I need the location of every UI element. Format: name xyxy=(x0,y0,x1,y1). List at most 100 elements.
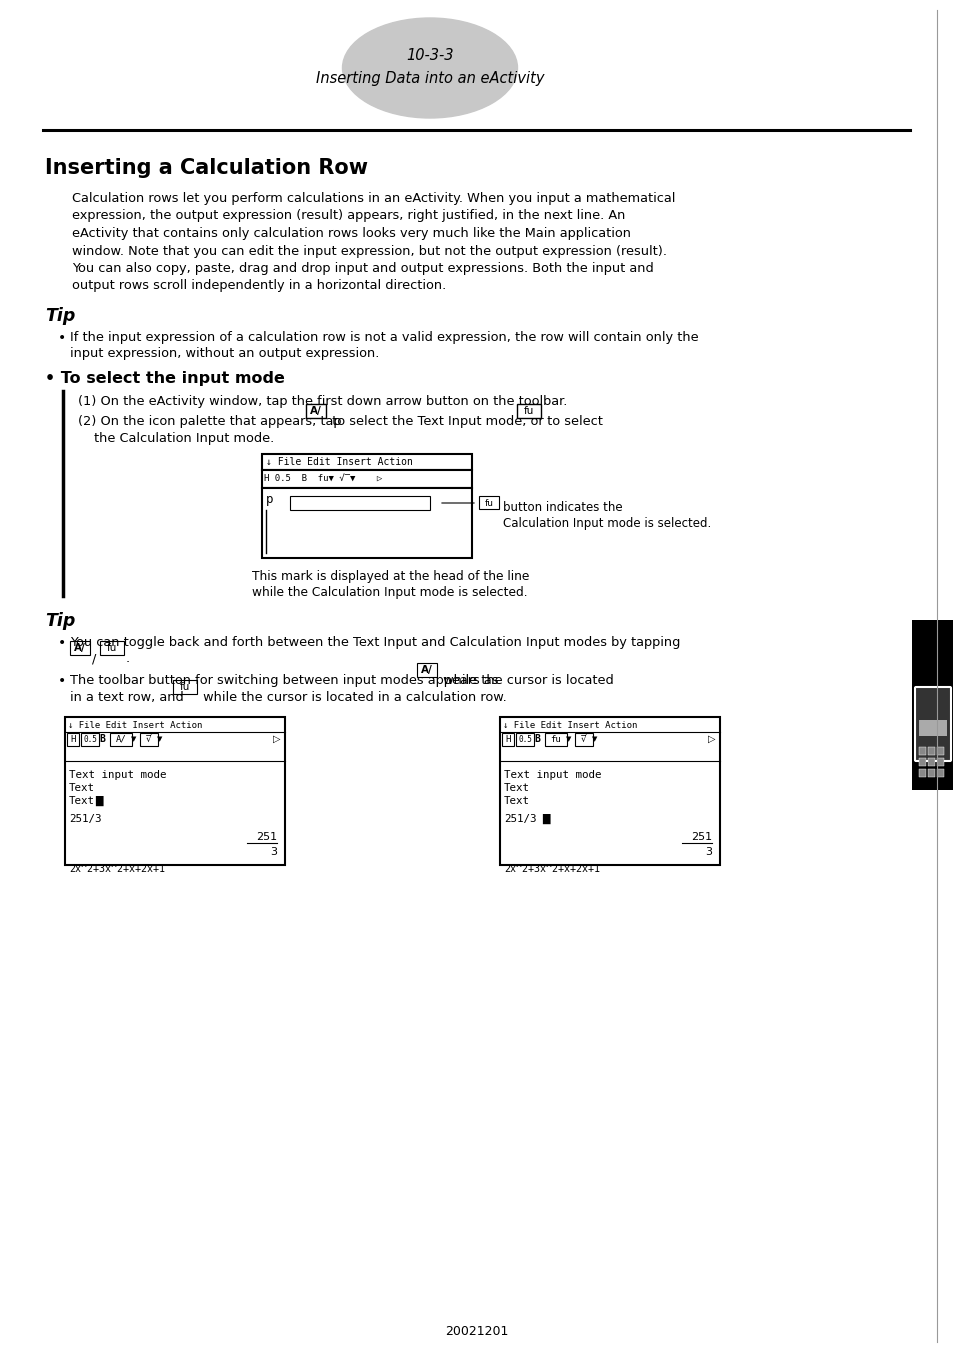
Text: ▷: ▷ xyxy=(707,734,715,744)
Text: 2x^2+3x^2+x+2x+1: 2x^2+3x^2+x+2x+1 xyxy=(69,864,165,873)
FancyBboxPatch shape xyxy=(478,496,498,508)
Text: █: █ xyxy=(541,814,549,825)
Text: • To select the input mode: • To select the input mode xyxy=(45,370,285,387)
Text: to select: to select xyxy=(543,415,602,429)
Text: Calculation Input mode is selected.: Calculation Input mode is selected. xyxy=(502,516,711,530)
FancyBboxPatch shape xyxy=(416,662,436,677)
FancyBboxPatch shape xyxy=(517,404,540,418)
Text: H: H xyxy=(71,734,75,744)
Text: █: █ xyxy=(95,796,102,806)
Text: fu: fu xyxy=(484,499,493,507)
Text: eActivity that contains only calculation rows looks very much like the Main appl: eActivity that contains only calculation… xyxy=(71,227,630,241)
Text: p: p xyxy=(266,493,274,507)
Text: expression, the output expression (result) appears, right justified, in the next: expression, the output expression (resul… xyxy=(71,210,625,223)
FancyBboxPatch shape xyxy=(516,733,534,746)
Text: the Calculation Input mode.: the Calculation Input mode. xyxy=(94,433,274,445)
Text: output rows scroll independently in a horizontal direction.: output rows scroll independently in a ho… xyxy=(71,280,446,292)
Text: H: H xyxy=(505,734,510,744)
Text: fu: fu xyxy=(550,734,560,744)
Text: 0.5: 0.5 xyxy=(517,734,532,744)
Text: Inserting a Calculation Row: Inserting a Calculation Row xyxy=(45,158,368,178)
FancyBboxPatch shape xyxy=(262,488,472,558)
Text: Text input mode: Text input mode xyxy=(503,771,601,780)
Text: Inserting Data into an eActivity: Inserting Data into an eActivity xyxy=(315,70,543,85)
Text: 20021201: 20021201 xyxy=(445,1325,508,1338)
Text: A/: A/ xyxy=(74,644,86,653)
Text: button indicates the: button indicates the xyxy=(502,502,622,514)
Text: You can also copy, paste, drag and drop input and output expressions. Both the i: You can also copy, paste, drag and drop … xyxy=(71,262,653,274)
Text: You can toggle back and forth between the Text Input and Calculation Input modes: You can toggle back and forth between th… xyxy=(70,635,679,649)
Text: while the cursor is located in a calculation row.: while the cursor is located in a calcula… xyxy=(199,691,506,704)
Text: ▼: ▼ xyxy=(132,735,136,742)
Text: •: • xyxy=(58,635,66,650)
Text: fu: fu xyxy=(523,406,534,416)
Text: while the Calculation Input mode is selected.: while the Calculation Input mode is sele… xyxy=(252,585,527,599)
FancyBboxPatch shape xyxy=(575,733,593,746)
Text: Tip: Tip xyxy=(45,307,75,324)
Text: 251/3: 251/3 xyxy=(69,814,101,823)
FancyBboxPatch shape xyxy=(81,733,99,746)
Text: in a text row, and: in a text row, and xyxy=(70,691,188,704)
FancyBboxPatch shape xyxy=(67,733,79,746)
Bar xyxy=(918,721,946,735)
Text: to select the Text Input mode, or: to select the Text Input mode, or xyxy=(327,415,547,429)
Text: 251: 251 xyxy=(690,831,711,842)
FancyBboxPatch shape xyxy=(70,641,90,654)
Text: ▷: ▷ xyxy=(273,734,280,744)
Bar xyxy=(936,748,943,754)
Ellipse shape xyxy=(342,18,517,118)
FancyBboxPatch shape xyxy=(172,680,196,694)
Bar xyxy=(936,758,943,767)
Text: input expression, without an output expression.: input expression, without an output expr… xyxy=(70,347,379,360)
FancyBboxPatch shape xyxy=(290,496,430,510)
Bar xyxy=(927,758,934,767)
Bar xyxy=(936,769,943,777)
Text: A/: A/ xyxy=(310,406,321,416)
FancyBboxPatch shape xyxy=(110,733,132,746)
Text: B: B xyxy=(99,734,105,744)
Text: The toolbar button for switching between input modes appears as: The toolbar button for switching between… xyxy=(70,675,502,687)
Text: Text: Text xyxy=(69,783,95,794)
Text: ▼: ▼ xyxy=(592,735,598,742)
Text: fu: fu xyxy=(107,644,117,653)
FancyBboxPatch shape xyxy=(544,733,566,746)
Text: A/: A/ xyxy=(420,665,433,675)
Text: Calculation rows let you perform calculations in an eActivity. When you input a : Calculation rows let you perform calcula… xyxy=(71,192,675,206)
Bar xyxy=(918,758,925,767)
Text: •: • xyxy=(58,331,66,345)
Text: /: / xyxy=(91,652,96,665)
Text: B: B xyxy=(534,734,539,744)
Text: 0.5: 0.5 xyxy=(83,734,97,744)
Text: ↓ File Edit Insert Action: ↓ File Edit Insert Action xyxy=(502,721,637,730)
Text: If the input expression of a calculation row is not a valid expression, the row : If the input expression of a calculation… xyxy=(70,331,698,343)
Text: ▼: ▼ xyxy=(157,735,163,742)
Text: (2) On the icon palette that appears, tap: (2) On the icon palette that appears, ta… xyxy=(78,415,345,429)
Text: .: . xyxy=(126,652,130,665)
Text: Text input mode: Text input mode xyxy=(69,771,167,780)
Text: This mark is displayed at the head of the line: This mark is displayed at the head of th… xyxy=(252,571,529,583)
Text: √̅: √̅ xyxy=(146,734,152,744)
Text: H 0.5  B  fu▼ √̅▼    ▷: H 0.5 B fu▼ √̅▼ ▷ xyxy=(264,475,382,484)
Text: while the cursor is located: while the cursor is located xyxy=(438,675,613,687)
Text: 3: 3 xyxy=(270,846,276,857)
FancyBboxPatch shape xyxy=(501,733,514,746)
FancyBboxPatch shape xyxy=(305,404,325,418)
FancyBboxPatch shape xyxy=(914,687,950,761)
Text: Text: Text xyxy=(503,783,530,794)
Bar xyxy=(918,748,925,754)
Text: Tip: Tip xyxy=(45,612,75,630)
Text: 2x^2+3x^2+x+2x+1: 2x^2+3x^2+x+2x+1 xyxy=(503,864,599,873)
Text: ▼: ▼ xyxy=(566,735,571,742)
Text: window. Note that you can edit the input expression, but not the output expressi: window. Note that you can edit the input… xyxy=(71,245,666,257)
Text: 251/3: 251/3 xyxy=(503,814,536,823)
FancyBboxPatch shape xyxy=(100,641,124,654)
Text: √̅: √̅ xyxy=(580,734,586,744)
Bar xyxy=(927,748,934,754)
Text: Text: Text xyxy=(503,796,530,806)
Text: (1) On the eActivity window, tap the first down arrow button on the toolbar.: (1) On the eActivity window, tap the fir… xyxy=(78,395,567,408)
Text: A/: A/ xyxy=(115,734,126,744)
FancyBboxPatch shape xyxy=(65,717,285,865)
Text: fu: fu xyxy=(179,681,190,692)
Bar xyxy=(927,769,934,777)
Text: ↓ File Edit Insert Action: ↓ File Edit Insert Action xyxy=(266,457,413,466)
